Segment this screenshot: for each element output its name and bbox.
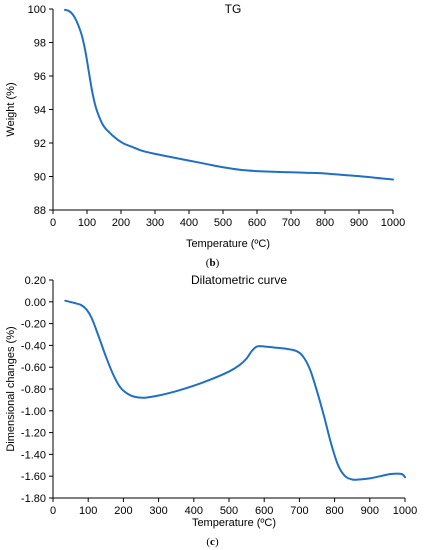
caption-b-close: ) [215,257,220,269]
y-tick-label: 0.20 [25,275,46,287]
x-axis-label: Temperature (ºC) [192,517,276,529]
series-line [64,299,406,481]
y-axis-label: Dimensional changes (%) [5,326,17,451]
caption-c-close: ) [214,536,219,548]
x-tick-label: 500 [214,217,232,229]
x-tick-label: 700 [282,217,300,229]
y-tick-label: 0.00 [25,297,46,309]
caption-c-letter: c [210,536,215,548]
x-tick-label: 800 [325,505,343,517]
y-tick-label: 96 [34,71,46,83]
y-tick-label: -0.20 [21,319,46,331]
x-tick-label: 0 [50,217,56,229]
x-tick-label: 1000 [381,217,405,229]
x-tick-label: 300 [146,217,164,229]
y-tick-label: 98 [34,38,46,50]
x-tick-label: 100 [79,505,97,517]
y-tick-label: 88 [34,205,46,217]
y-tick-label: 92 [34,138,46,150]
tg-chart: 0 100 200 300 400 500 600 700 800 900 1000 88 90 92 94… [5,2,405,250]
series-line [63,8,394,181]
x-tick-label: 200 [114,505,132,517]
y-tick-label: 90 [34,172,46,184]
x-tick-label: 900 [361,505,379,517]
x-tick-label: 200 [112,217,130,229]
x-tick-label: 600 [255,505,273,517]
x-tick-label: 800 [316,217,334,229]
x-tick-label: 600 [248,217,266,229]
y-tick-label: -1.20 [21,428,46,440]
dilatometric-chart: 0 100 200 300 400 500 600 700 800 900 1000 -1.80 -1.… [5,273,417,529]
y-tick-label: -0.80 [21,384,46,396]
x-tick-label: 300 [149,505,167,517]
x-tick-label: 1000 [393,505,417,517]
x-tick-label: 400 [185,505,203,517]
caption-c: (c) [0,536,425,548]
x-axis-label: Temperature (ºC) [186,238,270,250]
x-tick-label: 900 [350,217,368,229]
y-tick-label: -1.00 [21,406,46,418]
y-axis-label: Weight (%) [5,82,17,136]
x-tick-label: 400 [180,217,198,229]
x-tick-label: 0 [50,505,56,517]
y-tick-label: -1.60 [21,471,46,483]
y-tick-label: -0.40 [21,340,46,352]
y-tick-label: -1.40 [21,449,46,461]
caption-c-open: ( [206,536,211,548]
y-tick-label: -0.60 [21,362,46,374]
x-tick-label: 500 [220,505,238,517]
caption-b: (b) [0,257,425,269]
chart-title: Dilatometric curve [191,273,287,287]
x-tick-label: 700 [290,505,308,517]
chart-title: TG [225,2,242,16]
caption-b-open: ( [205,257,210,269]
x-tick-label: 100 [78,217,96,229]
y-tick-label: 100 [28,4,46,16]
caption-b-letter: b [209,257,216,269]
y-tick-label: -1.80 [21,493,46,505]
y-tick-label: 94 [34,105,46,117]
